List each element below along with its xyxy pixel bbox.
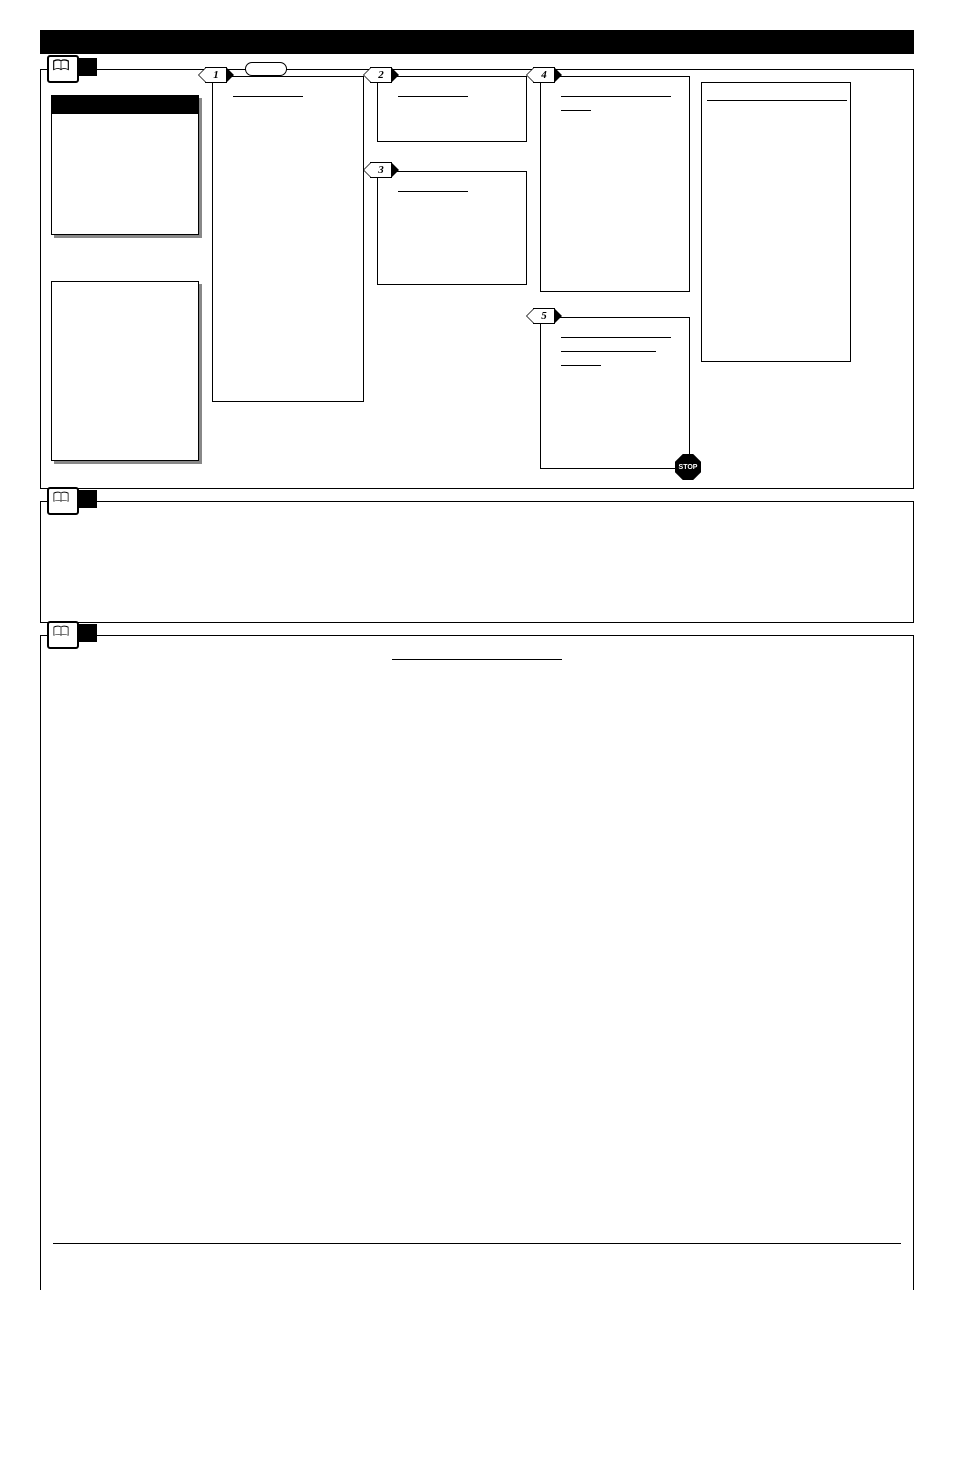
step-5-underline-2	[561, 358, 601, 366]
step-badge-1: 1	[205, 67, 227, 83]
sidebox-1	[51, 95, 199, 235]
book-icon	[52, 59, 70, 73]
step-badge-3: 3	[370, 162, 392, 178]
section-3-divider	[53, 1243, 901, 1244]
section-1-tab	[49, 58, 97, 76]
step-box-4: 4	[540, 76, 690, 292]
step-badge-4: 4	[533, 67, 555, 83]
book-icon	[52, 491, 70, 505]
step-4-underline-0	[561, 89, 671, 97]
step-2-underline-0	[398, 89, 468, 97]
sidebox-2	[51, 281, 199, 461]
section-3-tab	[49, 624, 97, 642]
step-5-underline-1	[561, 344, 656, 352]
step-box-1: 1	[212, 76, 364, 402]
book-icon	[52, 625, 70, 639]
step-box-2: 2	[377, 76, 527, 142]
step-box-3: 3	[377, 171, 527, 285]
sidebox-1-header	[52, 96, 198, 114]
start-pill	[245, 62, 287, 76]
section-2-tab	[49, 490, 97, 508]
step-1-underline-0	[233, 89, 303, 97]
step-3-underline-0	[398, 184, 468, 192]
step-4-underline-1	[561, 103, 591, 111]
sidebox-1-body	[52, 114, 198, 234]
stop-icon: STOP	[675, 454, 701, 480]
section-2	[40, 501, 914, 623]
step-5-underline-0	[561, 330, 671, 338]
section-3	[40, 635, 914, 1290]
step-badge-2: 2	[370, 67, 392, 83]
right-box	[701, 82, 851, 362]
sidebox-2-body	[52, 282, 198, 460]
step-badge-5: 5	[533, 308, 555, 324]
step-box-5: 5STOP	[540, 317, 690, 469]
right-box-underline	[707, 93, 847, 101]
section-1: 12345STOP	[40, 69, 914, 489]
section-3-center-title	[392, 650, 562, 660]
header-bar	[40, 30, 914, 54]
